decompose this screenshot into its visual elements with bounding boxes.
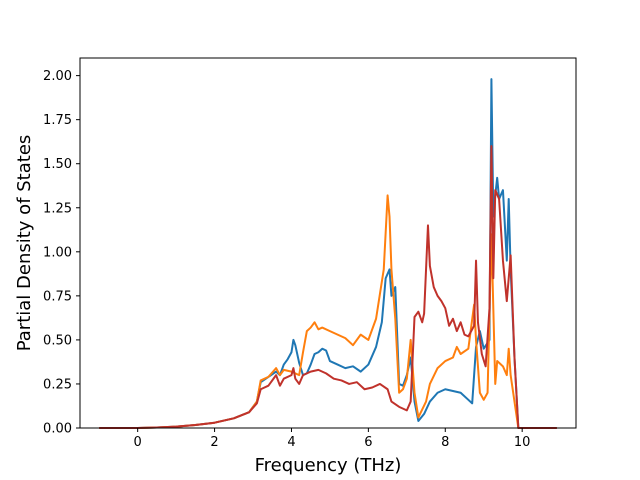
- series-line-3: [99, 145, 557, 429]
- y-tick-label: 1.75: [43, 113, 72, 128]
- y-tick-label: 1.00: [43, 245, 72, 260]
- y-tick-label: 0.00: [43, 422, 72, 437]
- y-tick-label: 1.25: [43, 201, 72, 216]
- x-axis-label: Frequency (THz): [255, 455, 402, 476]
- x-tick-label: 10: [514, 435, 531, 450]
- series-layer: [99, 78, 557, 429]
- series-line-1: [99, 78, 557, 429]
- y-tick-label: 0.75: [43, 289, 72, 304]
- series-line-2: [99, 194, 557, 429]
- y-tick-label: 0.25: [43, 377, 72, 392]
- x-tick-label: 2: [210, 435, 218, 450]
- y-axis-ticks: 0.00 0.25 0.50 0.75 1.00 1.25 1.50 1.75 2.00: [43, 69, 80, 437]
- x-axis-ticks: 0 2 4 6 8 10: [134, 428, 531, 450]
- x-tick-label: 6: [364, 435, 372, 450]
- x-tick-label: 4: [287, 435, 295, 450]
- y-axis-label: Partial Density of States: [14, 135, 35, 352]
- plot-frame: [79, 57, 577, 429]
- y-tick-label: 0.50: [43, 333, 72, 348]
- y-tick-label: 2.00: [43, 69, 72, 84]
- x-tick-label: 0: [134, 435, 142, 450]
- y-tick-label: 1.50: [43, 157, 72, 172]
- x-tick-label: 8: [441, 435, 449, 450]
